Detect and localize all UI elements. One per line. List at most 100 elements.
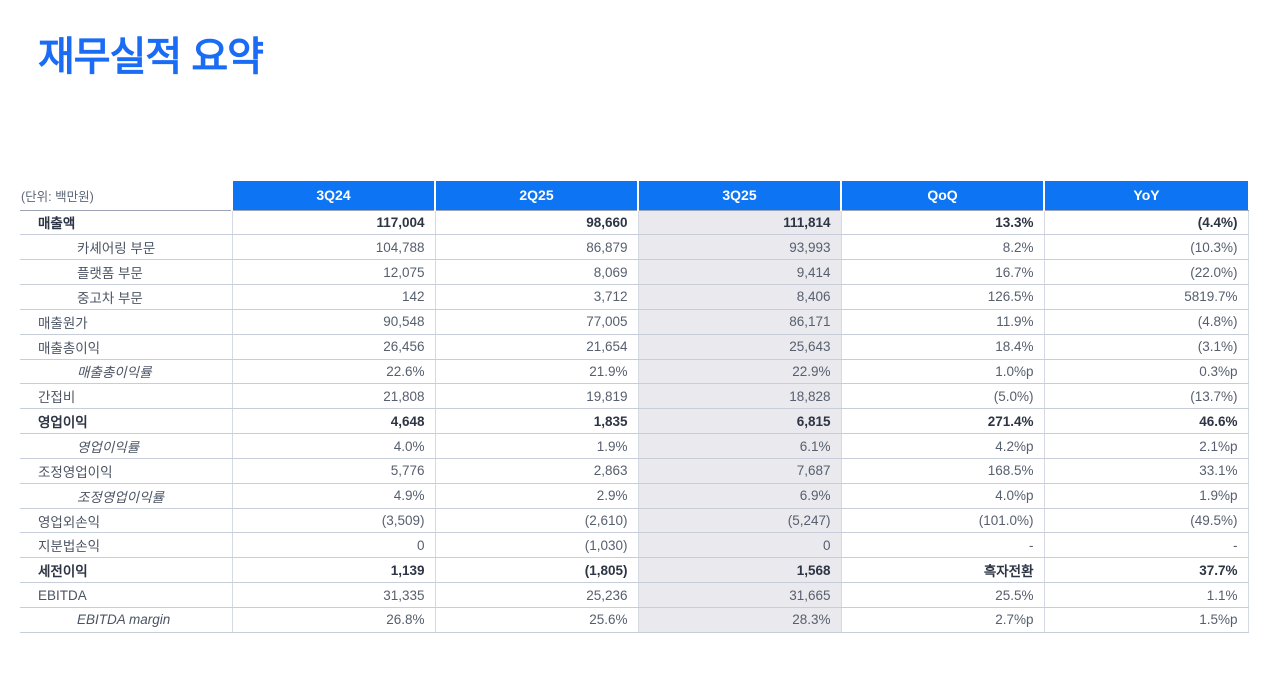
cell-3q25: 6,815: [637, 408, 841, 435]
cell-qoq: 271.4%: [840, 408, 1044, 435]
cell-qoq: 25.5%: [840, 582, 1044, 608]
cell-qoq: -: [840, 532, 1044, 559]
cell-3q24: 90,548: [231, 309, 435, 335]
cell-2q25: 98,660: [434, 210, 638, 236]
cell-3q25: 22.9%: [637, 359, 841, 385]
cell-3q25: 111,814: [637, 210, 841, 236]
table-row: 조정영업이익률 4.9% 2.9% 6.9% 4.0%p 1.9%p: [20, 483, 1249, 509]
cell-2q25: 21,654: [434, 334, 638, 360]
cell-3q25: 0: [637, 532, 841, 559]
cell-qoq: 18.4%: [840, 334, 1044, 360]
cell-2q25: 1,835: [434, 408, 638, 435]
row-label: 매출액: [20, 210, 232, 236]
table-row: EBITDA margin 26.8% 25.6% 28.3% 2.7%p 1.5%p: [20, 607, 1249, 633]
column-header-3q24: 3Q24: [231, 181, 435, 211]
row-label: 영업이익률: [20, 433, 232, 459]
cell-qoq: 1.0%p: [840, 359, 1044, 385]
cell-3q25: 31,665: [637, 582, 841, 608]
cell-qoq: 168.5%: [840, 458, 1044, 484]
cell-3q24: 26,456: [231, 334, 435, 360]
row-label: 매출원가: [20, 309, 232, 335]
cell-qoq: 2.7%p: [840, 607, 1044, 633]
cell-3q24: 21,808: [231, 383, 435, 410]
cell-3q25: 25,643: [637, 334, 841, 360]
cell-2q25: 86,879: [434, 234, 638, 261]
cell-2q25: 19,819: [434, 383, 638, 410]
row-label: 세전이익: [20, 557, 232, 584]
table-row: 세전이익 1,139 (1,805) 1,568 흑자전환 37.7%: [20, 557, 1249, 584]
cell-3q24: 104,788: [231, 234, 435, 261]
cell-yoy: (49.5%): [1043, 508, 1249, 534]
column-header-3q25: 3Q25: [637, 181, 841, 211]
cell-3q25: 86,171: [637, 309, 841, 335]
financial-summary-table: (단위: 백만원) 3Q24 2Q25 3Q25 QoQ YoY 매출액 117,004 9…: [20, 181, 1249, 633]
row-label: 중고차 부문: [20, 284, 232, 310]
row-label: 조정영업이익률: [20, 483, 232, 509]
column-header-yoy: YoY: [1043, 181, 1248, 211]
cell-2q25: 2.9%: [434, 483, 638, 509]
page-title: 재무실적 요약: [38, 35, 264, 79]
cell-2q25: (1,030): [434, 532, 638, 559]
cell-2q25: 3,712: [434, 284, 638, 310]
cell-2q25: 25.6%: [434, 607, 638, 633]
row-label: 매출총이익률: [20, 359, 232, 385]
cell-qoq: 흑자전환: [840, 557, 1044, 584]
cell-2q25: 21.9%: [434, 359, 638, 385]
cell-qoq: 16.7%: [840, 259, 1044, 286]
cell-3q25: (5,247): [637, 508, 841, 534]
cell-3q24: 5,776: [231, 458, 435, 484]
cell-yoy: (4.4%): [1043, 210, 1249, 236]
cell-yoy: 1.1%: [1043, 582, 1249, 608]
column-header-2q25: 2Q25: [434, 181, 638, 211]
row-label: 영업이익: [20, 408, 232, 435]
cell-qoq: 126.5%: [840, 284, 1044, 310]
table-row: 매출총이익 26,456 21,654 25,643 18.4% (3.1%): [20, 334, 1249, 360]
table-row: 영업이익 4,648 1,835 6,815 271.4% 46.6%: [20, 408, 1249, 435]
cell-3q25: 6.9%: [637, 483, 841, 509]
table-row: 카셰어링 부문 104,788 86,879 93,993 8.2% (10.3%): [20, 234, 1249, 261]
cell-3q25: 18,828: [637, 383, 841, 410]
cell-3q24: 142: [231, 284, 435, 310]
cell-yoy: 1.9%p: [1043, 483, 1249, 509]
cell-3q24: 4.9%: [231, 483, 435, 509]
cell-3q24: 4.0%: [231, 433, 435, 459]
table-row: 영업이익률 4.0% 1.9% 6.1% 4.2%p 2.1%p: [20, 433, 1249, 459]
cell-yoy: (10.3%): [1043, 234, 1249, 261]
row-label: EBITDA: [20, 582, 232, 608]
row-label: 매출총이익: [20, 334, 232, 360]
table-row: 매출총이익률 22.6% 21.9% 22.9% 1.0%p 0.3%p: [20, 359, 1249, 385]
row-label: 조정영업이익: [20, 458, 232, 484]
cell-yoy: 46.6%: [1043, 408, 1249, 435]
cell-3q25: 8,406: [637, 284, 841, 310]
table-row: 매출원가 90,548 77,005 86,171 11.9% (4.8%): [20, 309, 1249, 335]
cell-2q25: 2,863: [434, 458, 638, 484]
table-row: 간접비 21,808 19,819 18,828 (5.0%) (13.7%): [20, 383, 1249, 410]
cell-3q25: 28.3%: [637, 607, 841, 633]
cell-qoq: 13.3%: [840, 210, 1044, 236]
cell-3q24: 1,139: [231, 557, 435, 584]
cell-yoy: 1.5%p: [1043, 607, 1249, 633]
row-label: 플랫폼 부문: [20, 259, 232, 286]
cell-2q25: 1.9%: [434, 433, 638, 459]
row-label: 영업외손익: [20, 508, 232, 534]
cell-yoy: 0.3%p: [1043, 359, 1249, 385]
cell-3q24: 117,004: [231, 210, 435, 236]
cell-qoq: 4.0%p: [840, 483, 1044, 509]
cell-3q25: 1,568: [637, 557, 841, 584]
cell-3q24: 12,075: [231, 259, 435, 286]
table-row: EBITDA 31,335 25,236 31,665 25.5% 1.1%: [20, 582, 1249, 608]
table-row: 플랫폼 부문 12,075 8,069 9,414 16.7% (22.0%): [20, 259, 1249, 286]
cell-3q24: 31,335: [231, 582, 435, 608]
cell-qoq: (5.0%): [840, 383, 1044, 410]
cell-3q24: (3,509): [231, 508, 435, 534]
cell-2q25: 77,005: [434, 309, 638, 335]
unit-label: (단위: 백만원): [20, 181, 232, 211]
table-row: 지분법손익 0 (1,030) 0- -: [20, 532, 1249, 559]
cell-3q24: 0: [231, 532, 435, 559]
cell-3q25: 93,993: [637, 234, 841, 261]
row-label: 카셰어링 부문: [20, 234, 232, 261]
cell-2q25: (1,805): [434, 557, 638, 584]
cell-yoy: (3.1%): [1043, 334, 1249, 360]
column-header-qoq: QoQ: [840, 181, 1044, 211]
